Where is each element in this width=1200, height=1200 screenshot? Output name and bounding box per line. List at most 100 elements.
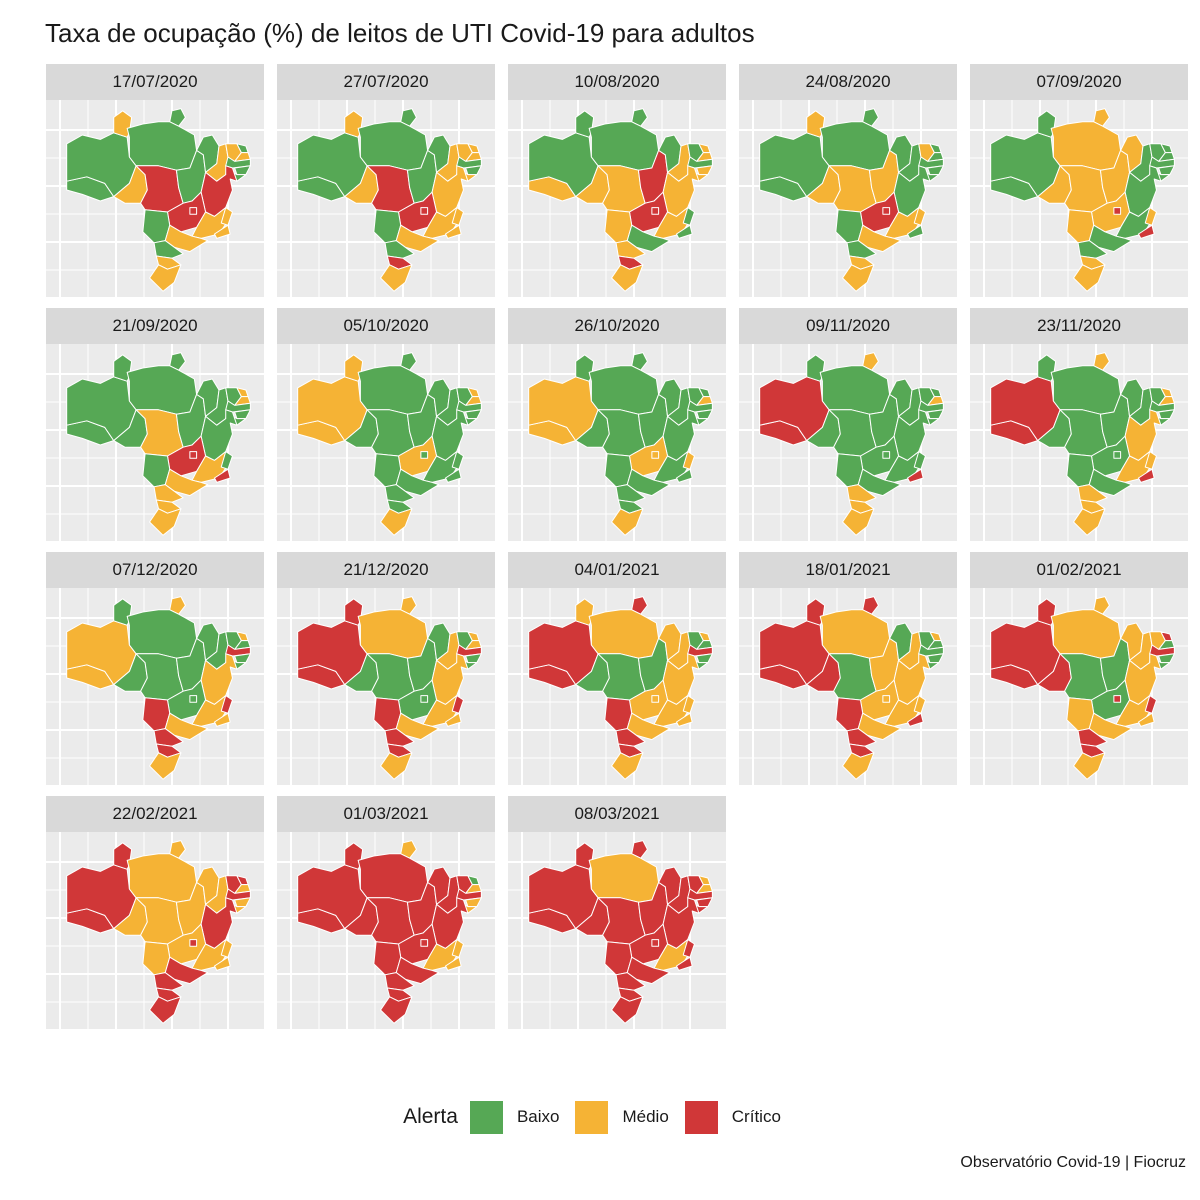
state-rj bbox=[676, 712, 693, 727]
state-df bbox=[1113, 451, 1122, 459]
state-layer bbox=[990, 352, 1175, 536]
state-rs bbox=[1073, 752, 1106, 780]
state-ap bbox=[631, 352, 648, 371]
panel-date-label: 27/07/2020 bbox=[277, 64, 495, 100]
panel-date-label: 21/09/2020 bbox=[46, 308, 264, 344]
state-rs bbox=[611, 752, 644, 780]
panel-map-area bbox=[46, 588, 264, 785]
map-panel: 21/12/2020 bbox=[277, 552, 495, 785]
panel-map-area bbox=[739, 344, 957, 541]
state-rj bbox=[445, 224, 462, 239]
brazil-map bbox=[46, 588, 264, 785]
panel-map-area bbox=[508, 832, 726, 1029]
panel-map-area bbox=[277, 344, 495, 541]
map-panel: 07/12/2020 bbox=[46, 552, 264, 785]
state-rs bbox=[1073, 264, 1106, 292]
state-df bbox=[882, 695, 891, 703]
state-rs bbox=[149, 508, 182, 536]
panel-date-label: 09/11/2020 bbox=[739, 308, 957, 344]
brazil-map bbox=[46, 832, 264, 1029]
legend-swatch-baixo bbox=[469, 1100, 503, 1134]
brazil-map bbox=[970, 100, 1188, 297]
panel-map-area bbox=[508, 588, 726, 785]
panel-date-label: 23/11/2020 bbox=[970, 308, 1188, 344]
panel-map-area bbox=[46, 100, 264, 297]
map-panel: 26/10/2020 bbox=[508, 308, 726, 541]
state-df bbox=[651, 695, 660, 703]
panel-date-label: 17/07/2020 bbox=[46, 64, 264, 100]
state-layer bbox=[297, 840, 482, 1024]
state-df bbox=[420, 939, 429, 947]
legend: Alerta Baixo Médio Crítico bbox=[0, 1097, 1200, 1137]
state-df bbox=[651, 939, 660, 947]
panel-date-label: 05/10/2020 bbox=[277, 308, 495, 344]
state-layer bbox=[759, 108, 944, 292]
legend-item-medio: Médio bbox=[575, 1100, 669, 1134]
state-df bbox=[189, 695, 198, 703]
state-rs bbox=[149, 264, 182, 292]
state-rj bbox=[214, 468, 231, 483]
map-panel: 10/08/2020 bbox=[508, 64, 726, 297]
state-layer bbox=[990, 108, 1175, 292]
state-rs bbox=[611, 508, 644, 536]
state-df bbox=[651, 207, 660, 215]
brazil-map bbox=[46, 344, 264, 541]
panel-date-label: 26/10/2020 bbox=[508, 308, 726, 344]
state-rs bbox=[380, 264, 413, 292]
source-caption: Observatório Covid-19 | Fiocruz bbox=[960, 1154, 1186, 1171]
panel-map-area bbox=[508, 100, 726, 297]
state-ap bbox=[400, 352, 417, 371]
panel-date-label: 07/09/2020 bbox=[970, 64, 1188, 100]
state-rj bbox=[214, 956, 231, 971]
state-rs bbox=[149, 752, 182, 780]
panel-map-area bbox=[739, 588, 957, 785]
state-df bbox=[651, 451, 660, 459]
state-rj bbox=[676, 468, 693, 483]
panel-date-label: 08/03/2021 bbox=[508, 796, 726, 832]
state-df bbox=[189, 939, 198, 947]
brazil-map bbox=[277, 100, 495, 297]
state-layer bbox=[66, 108, 251, 292]
legend-label-medio: Médio bbox=[622, 1107, 669, 1126]
state-rj bbox=[907, 712, 924, 727]
brazil-map bbox=[277, 588, 495, 785]
brazil-map bbox=[508, 832, 726, 1029]
state-ap bbox=[400, 108, 417, 127]
panel-date-label: 10/08/2020 bbox=[508, 64, 726, 100]
map-panel: 18/01/2021 bbox=[739, 552, 957, 785]
legend-label-baixo: Baixo bbox=[516, 1107, 560, 1126]
state-layer bbox=[528, 352, 713, 536]
legend-swatch-medio bbox=[575, 1100, 609, 1134]
state-df bbox=[1113, 207, 1122, 215]
state-ap bbox=[400, 840, 417, 859]
state-ap bbox=[400, 596, 417, 615]
state-rs bbox=[149, 996, 182, 1024]
state-layer bbox=[759, 352, 944, 536]
panel-map-area bbox=[739, 100, 957, 297]
state-df bbox=[189, 451, 198, 459]
state-rj bbox=[676, 224, 693, 239]
state-df bbox=[882, 207, 891, 215]
panel-date-label: 18/01/2021 bbox=[739, 552, 957, 588]
state-layer bbox=[297, 596, 482, 780]
state-rj bbox=[1138, 224, 1155, 239]
map-panel: 22/02/2021 bbox=[46, 796, 264, 1029]
state-layer bbox=[528, 596, 713, 780]
legend-item-baixo: Baixo bbox=[469, 1100, 560, 1134]
state-ap bbox=[631, 596, 648, 615]
map-panel: 21/09/2020 bbox=[46, 308, 264, 541]
state-rj bbox=[445, 468, 462, 483]
state-rj bbox=[907, 468, 924, 483]
state-layer bbox=[66, 352, 251, 536]
state-rs bbox=[380, 996, 413, 1024]
map-panel: 09/11/2020 bbox=[739, 308, 957, 541]
panel-date-label: 07/12/2020 bbox=[46, 552, 264, 588]
state-rj bbox=[214, 712, 231, 727]
state-ap bbox=[1093, 596, 1110, 615]
brazil-map bbox=[508, 344, 726, 541]
brazil-map bbox=[970, 344, 1188, 541]
map-panel: 24/08/2020 bbox=[739, 64, 957, 297]
map-panel: 07/09/2020 bbox=[970, 64, 1188, 297]
legend-title: Alerta bbox=[403, 1105, 458, 1128]
